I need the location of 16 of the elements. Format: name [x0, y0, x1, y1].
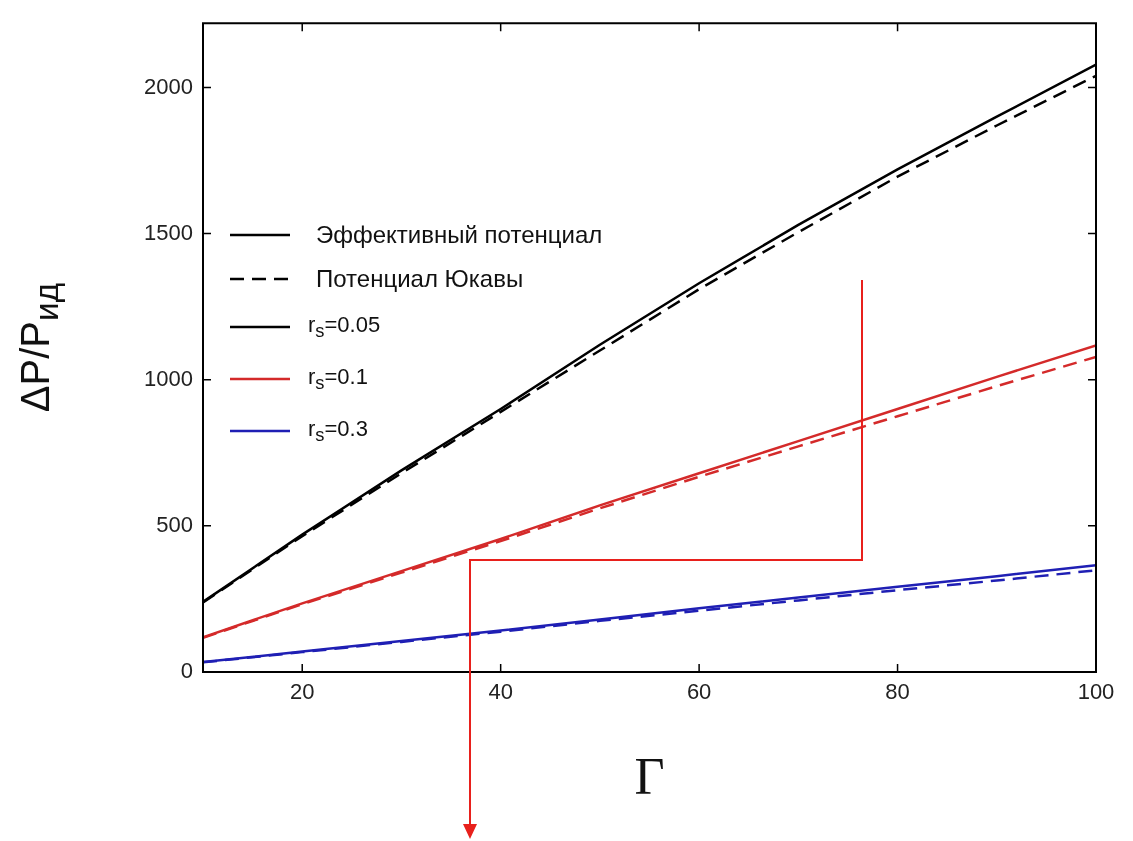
- x-tick-label: 20: [289, 679, 315, 705]
- legend-label: r$_{s}$=0.3: [308, 415, 368, 447]
- y-tick-label: 1500: [144, 219, 193, 245]
- x-axis-title: Γ: [633, 747, 666, 806]
- y-tick-label: 2000: [144, 73, 193, 99]
- annotation: Эффективный потенциал: [316, 221, 603, 250]
- y-tick-label: 0: [180, 658, 193, 684]
- x-tick-label: 40: [488, 679, 513, 705]
- legend-label: r$_{s}$=0.1: [308, 363, 368, 395]
- x-tick-label: 100: [1077, 679, 1115, 705]
- annotation: Потенциал Юкавы: [316, 265, 524, 294]
- y-tick-label: 1000: [144, 365, 193, 391]
- x-tick-label: 80: [885, 679, 910, 705]
- y-tick-label: 500: [156, 511, 193, 537]
- x-tick-label: 60: [686, 679, 712, 705]
- legend-label: r$_{s}$=0.05: [308, 311, 381, 343]
